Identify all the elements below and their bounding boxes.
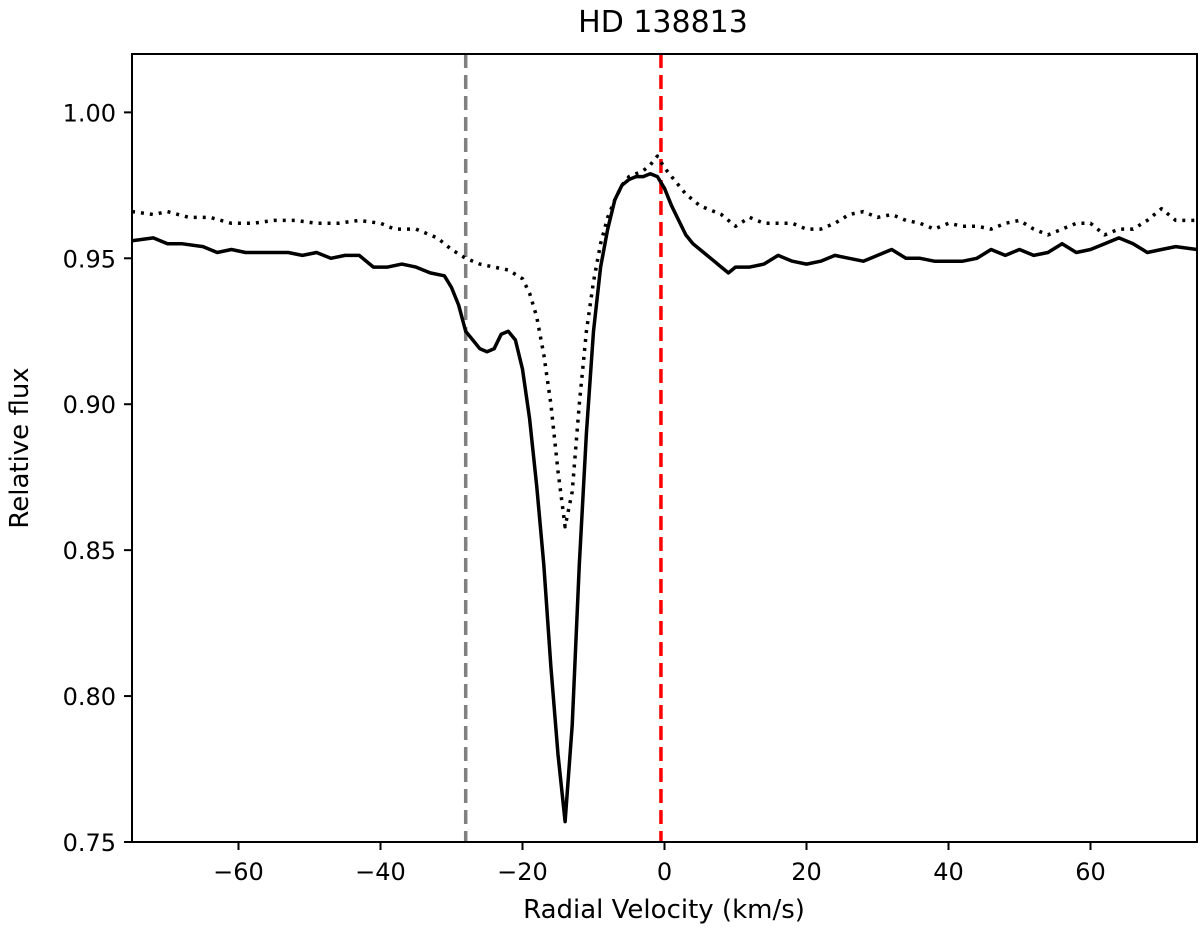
y-tick-label: 0.85 xyxy=(63,537,116,565)
x-tick-label: −40 xyxy=(355,858,406,886)
x-tick-label: −60 xyxy=(213,858,264,886)
y-tick-label: 0.90 xyxy=(63,391,116,419)
y-axis-label: Relative flux xyxy=(5,367,35,528)
x-tick-label: 20 xyxy=(791,858,822,886)
x-tick-label: 40 xyxy=(933,858,964,886)
chart-title: HD 138813 xyxy=(578,5,748,40)
series-line-1 xyxy=(132,171,1197,824)
plot-frame xyxy=(131,53,1198,843)
y-tick-label: 0.95 xyxy=(63,245,116,273)
x-tick-label: 60 xyxy=(1075,858,1106,886)
y-tick-label: 1.00 xyxy=(63,99,116,127)
x-axis: −60 −40 −20 0 20 40 60 xyxy=(213,842,1106,886)
x-tick-label: 0 xyxy=(657,858,672,886)
plot-area xyxy=(131,53,1198,843)
series-line-2 xyxy=(132,154,1197,529)
x-tick-label: −20 xyxy=(497,858,548,886)
y-axis: 0.75 0.80 0.85 0.90 0.95 1.00 xyxy=(63,99,132,857)
y-tick-label: 0.80 xyxy=(63,683,116,711)
x-axis-label: Radial Velocity (km/s) xyxy=(523,895,805,925)
y-tick-label: 0.75 xyxy=(63,829,116,857)
